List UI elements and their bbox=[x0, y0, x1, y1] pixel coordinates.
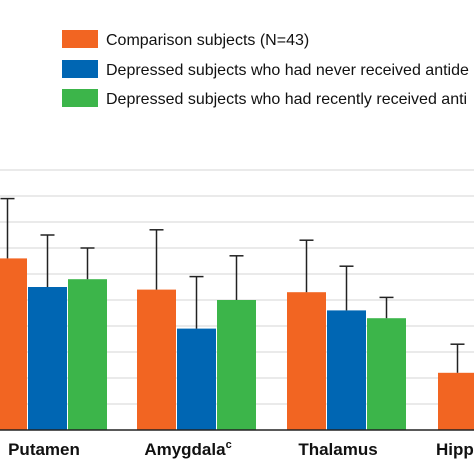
bar bbox=[0, 258, 27, 430]
x-tick-label: Thalamus bbox=[298, 440, 377, 459]
x-tick-label: Putamen bbox=[8, 440, 80, 459]
bar bbox=[287, 292, 326, 430]
bar bbox=[137, 289, 176, 430]
bar bbox=[367, 318, 406, 430]
bars bbox=[0, 258, 474, 430]
x-tick-label-text: Hipp bbox=[436, 440, 474, 459]
x-tick-label: Amygdalac bbox=[144, 439, 231, 459]
x-tick-label-superscript: c bbox=[226, 439, 232, 451]
error-bars bbox=[0, 197, 465, 373]
legend-label: Depressed subjects who had recently rece… bbox=[106, 91, 467, 108]
bar bbox=[327, 310, 366, 430]
legend-swatch bbox=[62, 60, 98, 78]
bar bbox=[438, 372, 474, 430]
legend-label: Comparison subjects (N=43) bbox=[106, 32, 309, 49]
bar bbox=[177, 328, 216, 430]
bar bbox=[28, 287, 67, 430]
x-tick-label-text: Thalamus bbox=[298, 440, 377, 459]
x-tick-label-text: Amygdala bbox=[144, 440, 226, 459]
x-tick-label-text: Putamen bbox=[8, 440, 80, 459]
legend-label: Depressed subjects who had never receive… bbox=[106, 62, 469, 79]
bar bbox=[217, 300, 256, 430]
bar bbox=[68, 279, 107, 430]
x-tick-labels: Putamen Amygdalac Thalamus Hipp bbox=[8, 439, 474, 459]
legend-swatch bbox=[62, 30, 98, 48]
legend: Comparison subjects (N=43) Depressed subj… bbox=[62, 30, 469, 108]
x-tick-label: Hipp bbox=[436, 440, 474, 459]
legend-swatch bbox=[62, 89, 98, 107]
